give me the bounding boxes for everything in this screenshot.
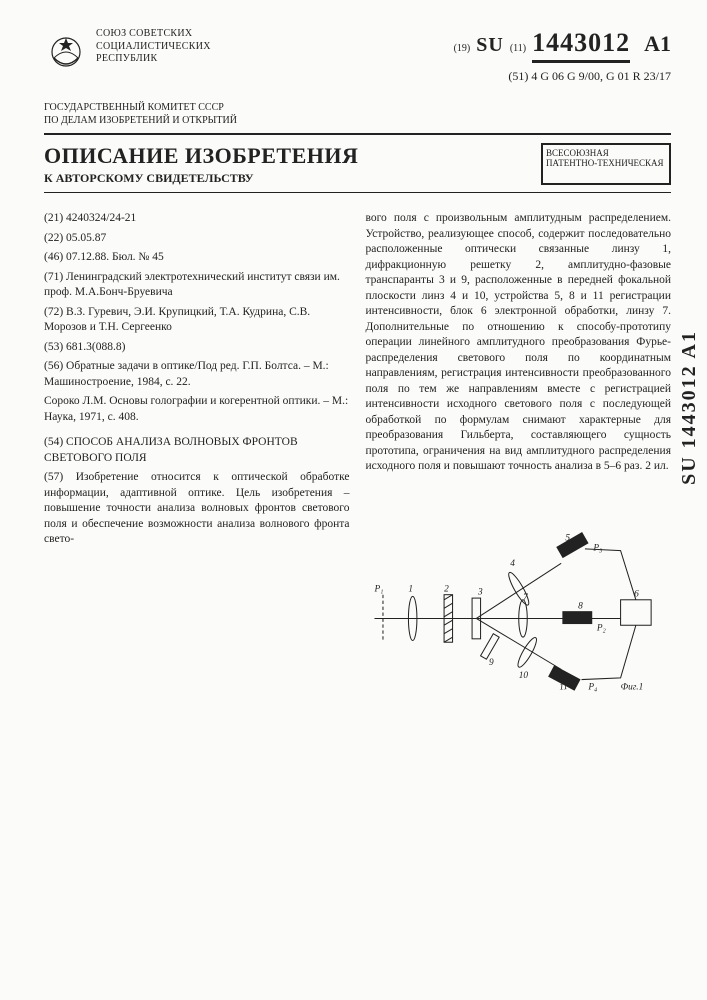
applicant: (71) Ленинградский электротехнический ин… bbox=[44, 270, 350, 301]
svg-text:P₁: P₁ bbox=[373, 584, 383, 594]
issuer-line: СОЮЗ СОВЕТСКИХ bbox=[96, 28, 211, 41]
svg-text:5: 5 bbox=[565, 533, 570, 543]
abstract-continued: вого поля с произвольным амплитудным рас… bbox=[366, 211, 672, 475]
title-block: ОПИСАНИЕ ИЗОБРЕТЕНИЯ К АВТОРСКОМУ СВИДЕТ… bbox=[44, 143, 358, 186]
references: (56) Обратные задачи в оптике/Под ред. Г… bbox=[44, 359, 350, 390]
code-19: (19) bbox=[454, 43, 471, 54]
doc-number-row: (19) SU (11) 1443012 A1 bbox=[454, 28, 671, 63]
figure-label: Фиг.1 bbox=[620, 683, 643, 693]
doc-number-block: (19) SU (11) 1443012 A1 (51) 4 G 06 G 9/… bbox=[454, 28, 671, 84]
issuer-line: РЕСПУБЛИК bbox=[96, 53, 211, 66]
ussr-emblem-icon bbox=[44, 28, 88, 72]
code-11: (11) bbox=[510, 43, 526, 54]
figure-1: P₁ 1 2 3 4 5 6 7 8 P₂ P₃ 9 10 11 P₄ Фиг.… bbox=[366, 483, 672, 703]
abstract-start: (57) Изобретение относится к оптической … bbox=[44, 470, 350, 548]
patent-number: 1443012 bbox=[532, 28, 630, 63]
right-column: вого поля с произвольным амплитудным рас… bbox=[366, 211, 672, 708]
body-columns: (21) 4240324/24-21 (22) 05.05.87 (46) 07… bbox=[44, 211, 671, 708]
svg-text:6: 6 bbox=[634, 589, 639, 599]
svg-text:10: 10 bbox=[518, 671, 528, 681]
svg-text:11: 11 bbox=[558, 682, 567, 693]
publication-date: (46) 07.12.88. Бюл. № 45 bbox=[44, 250, 350, 266]
committee-line: ПО ДЕЛАМ ИЗОБРЕТЕНИЙ И ОТКРЫТИЙ bbox=[44, 115, 671, 128]
svg-text:3: 3 bbox=[477, 587, 483, 597]
stamp-line: ВСЕСОЮЗНАЯ bbox=[546, 148, 666, 158]
stamp-line: ПАТЕНТНО-ТЕХНИЧЕСКАЯ bbox=[546, 158, 666, 168]
header-row: СОЮЗ СОВЕТСКИХ СОЦИАЛИСТИЧЕСКИХ РЕСПУБЛИ… bbox=[44, 28, 671, 84]
invention-title: (54) СПОСОБ АНАЛИЗА ВОЛНОВЫХ ФРОНТОВ СВЕ… bbox=[44, 435, 350, 466]
svg-text:P₂: P₂ bbox=[595, 623, 606, 633]
svg-text:8: 8 bbox=[578, 601, 583, 611]
svg-text:4: 4 bbox=[510, 559, 515, 569]
subtitle: К АВТОРСКОМУ СВИДЕТЕЛЬСТВУ bbox=[44, 171, 358, 186]
svg-text:P₃: P₃ bbox=[592, 543, 602, 553]
svg-text:2: 2 bbox=[444, 584, 449, 594]
svg-text:9: 9 bbox=[489, 658, 494, 668]
title-row: ОПИСАНИЕ ИЗОБРЕТЕНИЯ К АВТОРСКОМУ СВИДЕТ… bbox=[44, 143, 671, 186]
references: Сороко Л.М. Основы голографии и когерент… bbox=[44, 394, 350, 425]
emblem-block: СОЮЗ СОВЕТСКИХ СОЦИАЛИСТИЧЕСКИХ РЕСПУБЛИ… bbox=[44, 28, 294, 72]
left-column: (21) 4240324/24-21 (22) 05.05.87 (46) 07… bbox=[44, 211, 350, 708]
svg-text:P₄: P₄ bbox=[587, 683, 597, 693]
description-title: ОПИСАНИЕ ИЗОБРЕТЕНИЯ bbox=[44, 143, 358, 169]
ipc-classification: (51) 4 G 06 G 9/00, G 01 R 23/17 bbox=[454, 69, 671, 84]
svg-text:1: 1 bbox=[408, 584, 413, 594]
divider bbox=[44, 133, 671, 135]
divider bbox=[44, 192, 671, 193]
committee-line: ГОСУДАРСТВЕННЫЙ КОМИТЕТ СССР bbox=[44, 102, 671, 115]
issuer-name: СОЮЗ СОВЕТСКИХ СОЦИАЛИСТИЧЕСКИХ РЕСПУБЛИ… bbox=[96, 28, 211, 66]
issuer-line: СОЦИАЛИСТИЧЕСКИХ bbox=[96, 41, 211, 54]
udc-code: (53) 681.3(088.8) bbox=[44, 340, 350, 356]
committee-name: ГОСУДАРСТВЕННЫЙ КОМИТЕТ СССР ПО ДЕЛАМ ИЗ… bbox=[44, 102, 671, 127]
library-stamp: ВСЕСОЮЗНАЯ ПАТЕНТНО-ТЕХНИЧЕСКАЯ bbox=[541, 143, 671, 185]
inventors: (72) В.З. Гуревич, Э.И. Крупицкий, Т.А. … bbox=[44, 305, 350, 336]
kind-code: A1 bbox=[644, 31, 671, 57]
svg-text:7: 7 bbox=[522, 593, 527, 603]
patent-page: СОЮЗ СОВЕТСКИХ СОЦИАЛИСТИЧЕСКИХ РЕСПУБЛИ… bbox=[0, 0, 707, 1000]
country-code: SU bbox=[476, 34, 504, 59]
filing-date: (22) 05.05.87 bbox=[44, 231, 350, 247]
side-doc-number: SU 1443012 A1 bbox=[678, 330, 701, 485]
application-number: (21) 4240324/24-21 bbox=[44, 211, 350, 227]
